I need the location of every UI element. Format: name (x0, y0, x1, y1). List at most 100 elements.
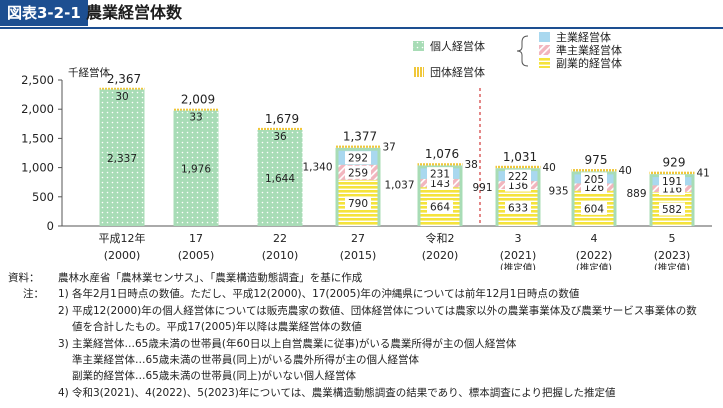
note-line: 準主業経営体…65歳未満の世帯員(同上)がいる農外所得が主の個人経営体 (0, 352, 723, 368)
side-business-value-label-box (505, 201, 531, 215)
y-tick-label: 2,000 (21, 102, 54, 116)
x-tick-label: 令和2 (426, 231, 455, 245)
chart-notes: 資料： 農林水産省「農林業センサス」、「農業構造動態調査」を基に作成注： 1) 各年2… (0, 270, 723, 401)
legend-semi-label: 準主業経営体 (556, 43, 622, 57)
x-tick-note-label: (推定値) (654, 262, 690, 270)
x-tick-year-label: (2005) (178, 249, 215, 262)
group-value-label: 40 (619, 165, 632, 177)
x-tick-label: 17 (189, 232, 203, 245)
group-value-label: 41 (697, 168, 710, 180)
group-bar-segment (257, 127, 303, 130)
main-business-value-label: 292 (348, 153, 368, 165)
note-text: 主業経営体…65歳未満の世帯員(年60日以上自営農業に従事)がいる農業所得が主の… (72, 337, 517, 350)
group-value-label: 30 (115, 91, 128, 103)
individual-total-label: 1,037 (384, 179, 414, 191)
note-number: 2) (58, 304, 69, 317)
total-value-label: 1,076 (425, 147, 459, 161)
individual-total-label: 889 (626, 188, 646, 200)
semi-main-value-label: 136 (508, 180, 528, 192)
note-text: 令和3(2021)、4(2022)、5(2023)年については、農業構造動態調査… (72, 386, 616, 399)
x-tick-year-label: (2022) (576, 249, 613, 262)
source-line: 資料： 農林水産省「農林業センサス」、「農業構造動態調査」を基に作成 (0, 270, 723, 286)
legend-group-label: 団体経営体 (430, 65, 485, 79)
source-text: 農林水産省「農林業センサス」、「農業構造動態調査」を基に作成 (58, 272, 363, 284)
individual-value-label: 2,337 (107, 153, 137, 165)
side-business-value-label: 790 (348, 198, 368, 210)
group-value-label: 36 (273, 131, 287, 143)
x-tick-year-label: (2000) (104, 249, 141, 262)
side-business-value-label-box (581, 201, 607, 215)
note-line: 2) 平成12(2000)年の個人経営体については販売農家の数値、団体経営体につい… (0, 303, 723, 319)
main-business-value-label: 191 (662, 176, 682, 188)
note-text: 値を合計したもの。平成17(2005)年以降は農業経営体の数値 (72, 321, 362, 334)
note-number: 3) (58, 337, 69, 350)
legend-brace (516, 35, 529, 67)
main-business-value-label-box (505, 169, 531, 183)
total-value-label: 929 (663, 156, 686, 170)
side-business-value-label-box (427, 200, 453, 214)
individual-bar-segment (173, 110, 219, 226)
note-number: 4) (58, 386, 69, 399)
bar-chart: 0 500 1,000 1,500 2,000 2,500 千経営体 2,337 30 2,36… (21, 30, 712, 270)
note-text: 副業的経営体…65歳未満の世帯員(同上)がいない個人経営体 (72, 370, 357, 383)
x-tick-label: 5 (669, 232, 676, 245)
group-value-label: 38 (465, 159, 478, 171)
x-tick-label: 27 (351, 232, 365, 245)
note-number: 1) (58, 288, 69, 301)
legend-side-swatch (539, 58, 550, 68)
main-business-value-label-box (659, 174, 685, 188)
total-value-label: 2,367 (107, 72, 141, 86)
legend-main-swatch (539, 32, 550, 42)
group-value-label: 40 (543, 162, 556, 174)
y-tick-label: 500 (32, 190, 54, 204)
main-business-value-label-box (345, 151, 371, 165)
legend-individual-label: 個人経営体 (430, 39, 485, 53)
x-tick-year-label: (2021) (500, 249, 537, 262)
group-value-label: 37 (383, 142, 396, 154)
semi-main-value-label: 259 (348, 167, 368, 179)
total-value-label: 975 (585, 153, 608, 167)
y-axis-title: 千経営体 (68, 66, 110, 79)
side-business-value-label: 633 (508, 203, 528, 215)
legend-side-label: 副業的経営体 (556, 56, 622, 70)
side-business-value-label-box (345, 196, 371, 210)
header-rule (0, 27, 723, 29)
note-text: 平成12(2000)年の個人経営体については販売農家の数値、団体経営体については… (72, 304, 697, 317)
side-business-value-label-box (659, 202, 685, 216)
note-line: 4) 令和3(2021)、4(2022)、5(2023)年については、農業構造動態… (0, 385, 723, 401)
note-line: 注： 1) 各年2月1日時点の数値。ただし、平成12(2000)、17(2005)年… (0, 286, 723, 302)
individual-total-label: 935 (548, 185, 568, 197)
legend-group-swatch (413, 67, 424, 77)
x-tick-label: 22 (273, 232, 287, 245)
note-text: 各年2月1日時点の数値。ただし、平成12(2000)、17(2005)年の沖縄県… (72, 288, 580, 301)
note-head-label: 注： (23, 288, 44, 301)
group-bar-segment (173, 108, 219, 111)
x-tick-note-label: (推定値) (576, 262, 612, 270)
note-line: 3) 主業経営体…65歳未満の世帯員(年60日以上自営農業に従事)がいる農業所得が… (0, 336, 723, 352)
total-value-label: 2,009 (181, 93, 215, 107)
side-business-value-label: 582 (662, 204, 682, 216)
group-bar-segment (99, 87, 145, 90)
x-tick-label: 4 (591, 232, 598, 245)
legend-semi-swatch (539, 45, 550, 55)
x-tick-year-label: (2010) (262, 249, 299, 262)
x-tick-year-label: (2015) (340, 249, 377, 262)
note-line: 副業的経営体…65歳未満の世帯員(同上)がいない個人経営体 (0, 368, 723, 384)
x-tick-year-label: (2020) (422, 249, 459, 262)
individual-value-label: 1,976 (181, 163, 211, 175)
group-bar-segment (649, 171, 695, 175)
figure-header: 図表3-2-1 農業経営体数 (0, 0, 723, 29)
figure-label: 図表3-2-1 (0, 0, 88, 26)
main-business-value-label: 231 (430, 169, 450, 181)
individual-value-label: 1,644 (265, 173, 295, 185)
source-label: 資料： (8, 272, 40, 284)
legend-individual-swatch (413, 41, 424, 51)
note-text: 準主業経営体…65歳未満の世帯員(同上)がいる農外所得が主の個人経営体 (72, 353, 420, 366)
group-bar-segment (335, 145, 381, 148)
x-tick-label: 3 (515, 232, 522, 245)
individual-bar-segment (257, 129, 303, 226)
total-value-label: 1,679 (265, 112, 299, 126)
x-tick-label: 平成12年 (99, 231, 146, 245)
y-tick-label: 2,500 (21, 73, 54, 87)
group-value-label: 33 (189, 112, 202, 124)
